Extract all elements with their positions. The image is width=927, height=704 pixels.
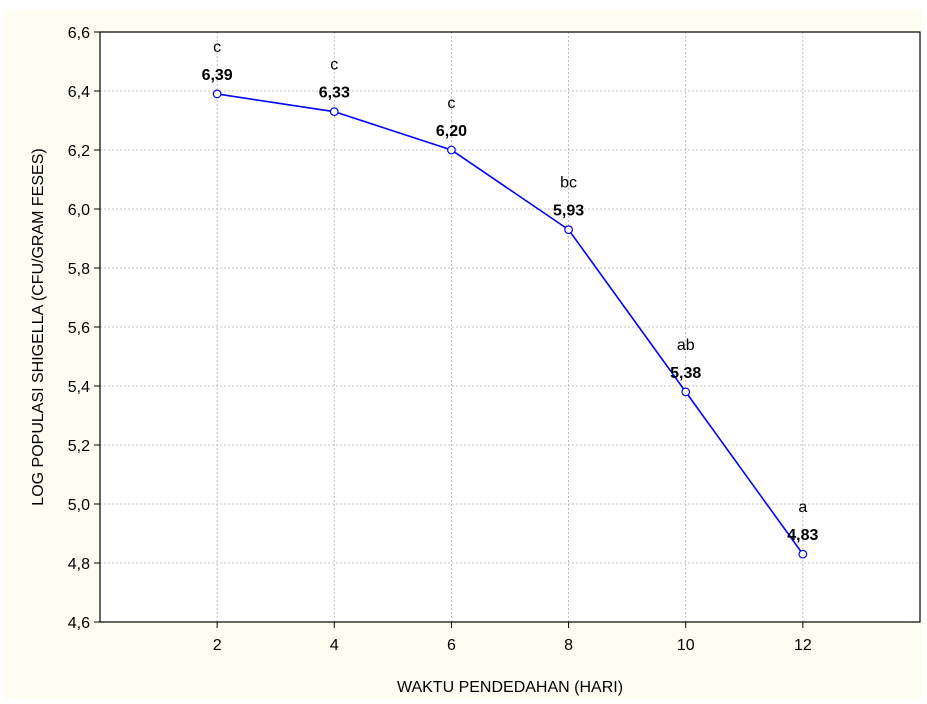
x-axis-title: WAKTU PENDEDAHAN (HARI) [397, 679, 623, 696]
axis-ticks: 4,6 4,8 5,0 5,2 5,4 5,6 5,8 6,0 6,2 6,4 6,6 2 4 6 8 10 1… [68, 25, 812, 654]
y-tick-label: 4,6 [68, 615, 90, 632]
y-tick-label: 6,4 [68, 84, 90, 101]
data-value-label: 5,93 [553, 203, 584, 220]
y-tick-label: 5,6 [68, 320, 90, 337]
y-tick-label: 5,8 [68, 261, 90, 278]
series: 6,39 c 6,33 c 6,20 c 5,93 bc 5,38 ab 4,83 a [202, 39, 819, 559]
x-tick-label: 4 [330, 637, 339, 654]
y-tick-label: 6,0 [68, 202, 90, 219]
y-tick-label: 5,4 [68, 379, 90, 396]
significance-group-label: bc [560, 175, 577, 192]
x-tick-label: 6 [447, 637, 456, 654]
x-tick-label: 12 [794, 637, 812, 654]
data-value-label: 6,33 [319, 85, 350, 102]
x-tick-label: 8 [564, 637, 573, 654]
y-tick-label: 5,2 [68, 438, 90, 455]
y-tick-label: 4,8 [68, 556, 90, 573]
data-point [798, 549, 808, 559]
data-point [212, 89, 222, 99]
data-point [447, 145, 456, 155]
y-tick-label: 6,6 [68, 25, 90, 42]
data-value-label: 5,38 [670, 365, 701, 382]
series-line [217, 93, 804, 555]
significance-group-label: a [798, 499, 807, 516]
y-axis-title: LOG POPULASI SHIGELLA (CFU/GRAM FESES) [30, 148, 47, 505]
y-tick-label: 6,2 [68, 143, 90, 160]
y-tick-label: 5,0 [68, 497, 90, 514]
x-tick-label: 10 [677, 637, 695, 654]
x-tick-label: 2 [213, 637, 222, 654]
data-value-label: 4,83 [787, 527, 818, 544]
data-value-label: 6,20 [436, 123, 467, 140]
significance-group-label: c [330, 57, 338, 74]
significance-group-label: ab [677, 337, 695, 354]
data-value-label: 6,39 [202, 67, 233, 84]
data-point [564, 225, 573, 235]
data-point [681, 387, 691, 397]
data-point [329, 107, 339, 117]
grid [100, 32, 920, 622]
significance-group-label: c [213, 39, 221, 56]
significance-group-label: c [447, 95, 455, 112]
